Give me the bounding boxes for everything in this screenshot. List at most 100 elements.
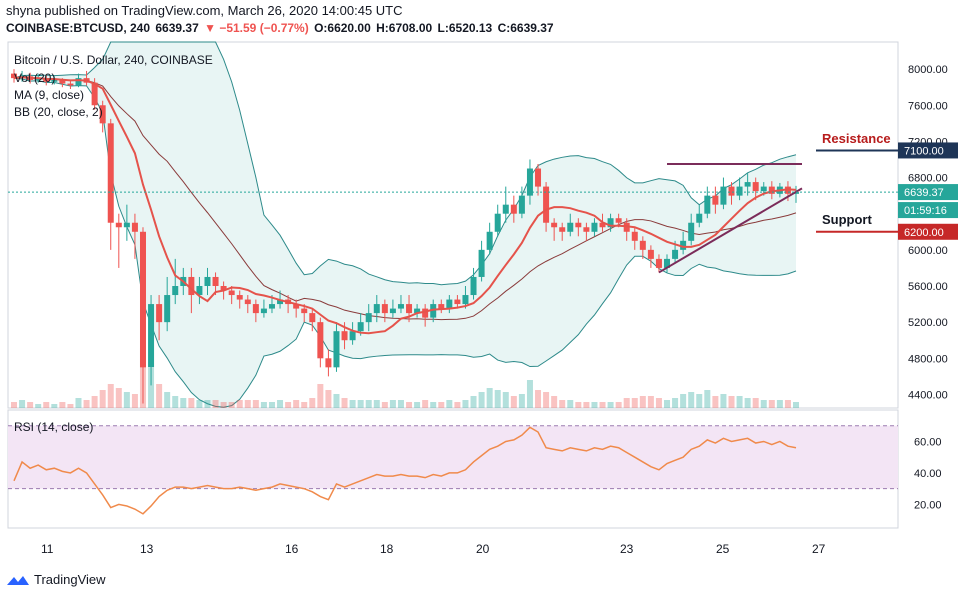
- footer-brand[interactable]: TradingView: [34, 572, 106, 587]
- volume-bar: [728, 396, 735, 408]
- candle-body: [720, 186, 727, 205]
- footer: TradingView: [6, 572, 106, 587]
- bollinger-fill: [14, 42, 796, 408]
- candle-body: [11, 73, 17, 79]
- close-label: C:6639.37: [497, 21, 554, 35]
- volume-bar: [107, 384, 114, 408]
- volume-bar: [11, 402, 17, 408]
- volume-bar: [470, 396, 477, 408]
- volume-bar: [494, 390, 501, 408]
- volume-bar: [67, 404, 74, 408]
- volume-bar: [510, 396, 517, 408]
- bollinger-upper-band: [13, 41, 797, 286]
- price-tick-label: 5600.00: [908, 281, 948, 293]
- x-tick-label: 20: [476, 542, 490, 556]
- resistance-price-tag-bg: [898, 142, 958, 159]
- volume-bar: [776, 400, 783, 408]
- candle-body: [99, 105, 106, 124]
- candle-body: [583, 227, 590, 232]
- candle-body: [156, 304, 163, 323]
- volume-bar: [696, 394, 703, 408]
- volume-bar: [349, 400, 356, 408]
- volume-bar: [325, 390, 332, 408]
- volume-bar: [462, 400, 469, 408]
- candle-body: [736, 186, 743, 196]
- candle-body: [204, 276, 211, 286]
- volume-bar: [75, 398, 82, 408]
- candle-body: [139, 231, 146, 368]
- volume-bar: [196, 400, 203, 408]
- volume-bar: [720, 394, 727, 408]
- x-tick-label: 16: [285, 542, 299, 556]
- volume-bar: [599, 402, 606, 408]
- candle-body: [518, 195, 525, 214]
- candle-body: [551, 222, 558, 228]
- volume-bar: [760, 400, 767, 408]
- candle-body: [373, 304, 380, 314]
- support-trendline: [658, 187, 803, 274]
- volume-bar: [502, 392, 509, 408]
- volume-bar: [454, 402, 461, 408]
- tradingview-logo-icon: [7, 575, 29, 585]
- volume-bar: [59, 402, 66, 408]
- volume-bar: [188, 398, 195, 408]
- volume-bar: [212, 400, 219, 408]
- candle-body: [591, 222, 598, 232]
- volume-bar: [365, 400, 372, 408]
- candle-body: [228, 290, 235, 296]
- candle-body: [325, 358, 332, 368]
- price-tick-label: 8000.00: [908, 64, 948, 76]
- volume-bar: [768, 400, 775, 408]
- candle-body: [599, 222, 606, 228]
- candle-body: [422, 308, 429, 318]
- candle-body: [123, 222, 130, 228]
- resistance-price-tag: 7100.00: [904, 145, 944, 157]
- candle-body: [744, 182, 751, 187]
- resistance-annotation: Resistance: [822, 131, 891, 146]
- volume-bar: [123, 392, 130, 408]
- volume-bar: [551, 396, 558, 408]
- candle-body: [607, 218, 614, 228]
- volume-bar: [543, 392, 550, 408]
- candle-body: [188, 276, 195, 296]
- x-tick-label: 25: [716, 542, 730, 556]
- candle-body: [478, 249, 485, 277]
- candle-body: [615, 218, 622, 223]
- candle-body: [768, 186, 775, 194]
- volume-bar: [268, 402, 275, 408]
- volume-bar: [793, 402, 799, 408]
- rsi-tick-label: 20.00: [914, 499, 942, 511]
- candle-body: [462, 295, 469, 305]
- volume-bar: [373, 400, 380, 408]
- price-tick-label: 7600.00: [908, 100, 948, 112]
- volume-bar: [672, 398, 679, 408]
- publish-line: shyna published on TradingView.com, Marc…: [6, 3, 403, 18]
- volume-bar: [680, 394, 687, 408]
- volume-bar: [631, 398, 638, 408]
- candle-body: [260, 308, 267, 314]
- candle-body: [365, 313, 372, 323]
- candle-body: [647, 249, 654, 259]
- volume-bar: [228, 402, 235, 408]
- volume-bar: [156, 384, 163, 408]
- volume-bar: [317, 384, 324, 408]
- volume-bar: [486, 388, 493, 408]
- price-tick-label: 4400.00: [908, 389, 948, 401]
- candle-body: [543, 186, 550, 223]
- volume-bar: [148, 368, 155, 408]
- candle-body: [333, 331, 340, 368]
- volume-bar: [285, 402, 292, 408]
- volume-bar: [180, 398, 187, 408]
- legend-bb: BB (20, close, 2): [14, 105, 103, 119]
- volume-bar: [389, 400, 396, 408]
- candle-body: [631, 231, 638, 241]
- volume-bar: [526, 380, 533, 408]
- candle-body: [236, 295, 243, 300]
- candle-body: [357, 322, 364, 332]
- candle-body: [406, 304, 413, 314]
- candle-body: [349, 331, 356, 341]
- candle-body: [438, 304, 445, 309]
- volume-bar: [172, 396, 179, 408]
- price-tick-label: 4800.00: [908, 353, 948, 365]
